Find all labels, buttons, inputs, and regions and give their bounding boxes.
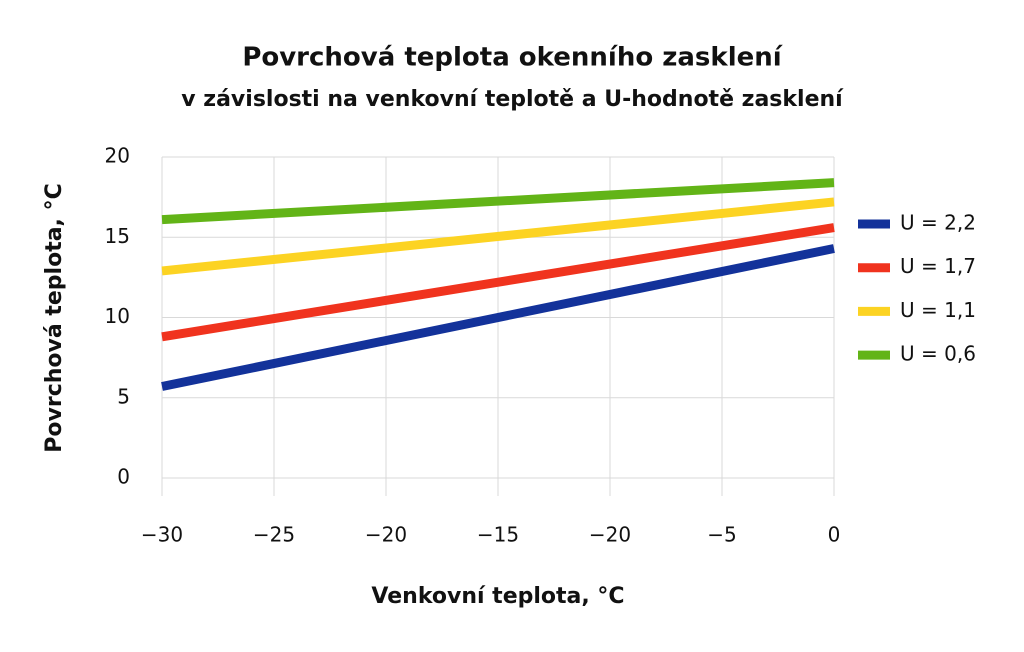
x-tick-label: −30 xyxy=(141,523,183,547)
series-line xyxy=(161,244,835,391)
series-line xyxy=(161,197,835,276)
x-tick-label: −5 xyxy=(707,523,736,547)
x-tick-label: −15 xyxy=(477,523,519,547)
series-line xyxy=(161,223,835,342)
y-tick-label: 15 xyxy=(105,224,130,248)
legend-label: U = 1,1 xyxy=(900,298,976,322)
chart-title: Povrchová teplota okenního zasklení xyxy=(242,43,783,73)
y-axis-label: Povrchová teplota, °C xyxy=(42,183,67,452)
x-axis-label: Venkovní teplota, °C xyxy=(371,584,624,609)
x-tick-label: −25 xyxy=(253,523,295,547)
series-line xyxy=(161,178,835,225)
y-tick-label: 10 xyxy=(105,304,130,328)
legend-label: U = 0,6 xyxy=(900,342,976,366)
y-tick-label: 5 xyxy=(117,384,130,408)
legend-label: U = 1,7 xyxy=(900,254,976,278)
x-tick-label: 0 xyxy=(828,523,841,547)
chart-subtitle: v závislosti na venkovní teplotě a U-hod… xyxy=(181,87,844,112)
y-tick-label: 0 xyxy=(117,465,130,489)
y-tick-label: 20 xyxy=(105,144,130,168)
x-tick-label: −20 xyxy=(365,523,407,547)
x-tick-label: −20 xyxy=(589,523,631,547)
legend-label: U = 2,2 xyxy=(900,211,976,235)
